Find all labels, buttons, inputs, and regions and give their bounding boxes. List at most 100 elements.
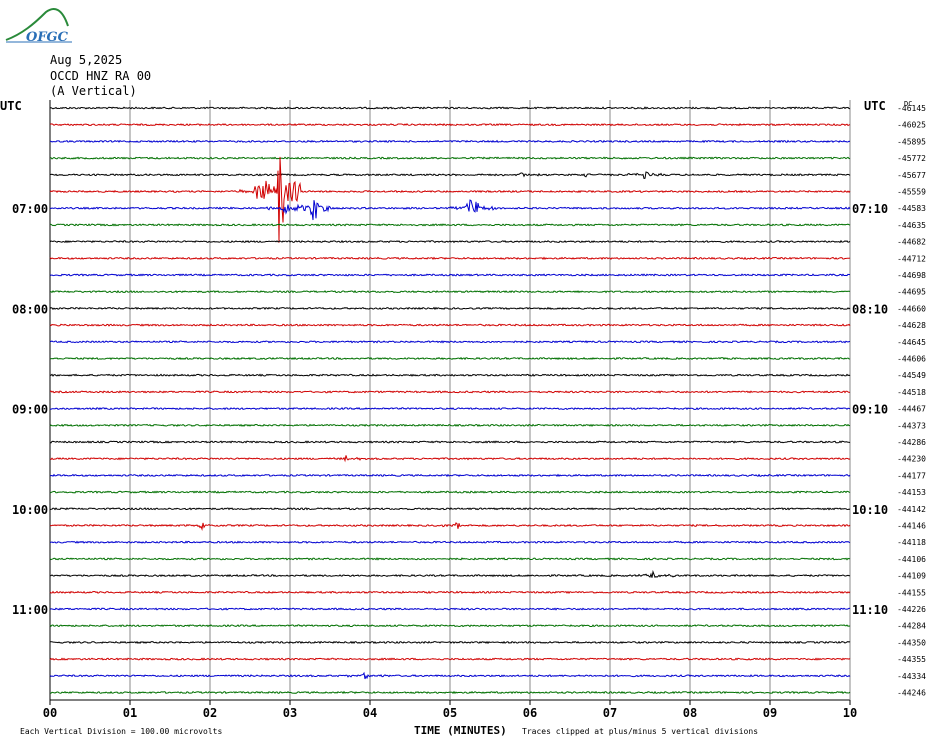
- dc-offset-label: -44355: [897, 655, 926, 664]
- dc-offset-label: -46025: [897, 121, 926, 130]
- dc-offset-label: -44118: [897, 538, 926, 547]
- trace-line: [49, 473, 851, 478]
- x-tick-label: 03: [283, 706, 297, 720]
- x-tick-label: 01: [123, 706, 137, 720]
- dc-offset-label: -44153: [897, 488, 926, 497]
- dc-offset-label: -44549: [897, 371, 926, 380]
- time-label-left: 11:00: [12, 603, 48, 617]
- trace-line: [49, 423, 851, 427]
- trace-line: [49, 671, 851, 680]
- x-tick-label: 07: [603, 706, 617, 720]
- x-tick-label: 08: [683, 706, 697, 720]
- trace-line: [49, 306, 851, 311]
- trace-line: [49, 607, 851, 611]
- trace-line: [50, 407, 851, 411]
- trace-line: [49, 690, 851, 695]
- dc-offset-label: -45559: [897, 188, 926, 197]
- x-tick-label: 09: [763, 706, 777, 720]
- dc-offset-label: -44628: [897, 321, 926, 330]
- dc-offset-label: -44230: [897, 455, 926, 464]
- dc-offset-label: -44226: [897, 605, 926, 614]
- trace-line: [49, 455, 851, 463]
- dc-offset-label: -44606: [897, 355, 926, 364]
- dc-offset-label: -44334: [897, 672, 926, 681]
- utc-left-label: UTC: [0, 99, 22, 113]
- dc-offset-label: -44695: [897, 288, 926, 297]
- time-label-right: 11:10: [852, 603, 888, 617]
- trace-line: [49, 569, 851, 578]
- utc-right-label: UTC: [864, 99, 886, 113]
- dc-offset-label: -44467: [897, 405, 926, 414]
- trace-line: [49, 640, 851, 645]
- trace-line: [49, 139, 851, 144]
- trace-line: [49, 340, 851, 344]
- time-label-right: 10:10: [852, 503, 888, 517]
- dc-offset-label: -44246: [897, 689, 926, 698]
- dc-offset-label: -44645: [897, 338, 926, 347]
- ofgc-logo: OFGC: [4, 4, 74, 46]
- dc-label: DC: [904, 100, 912, 108]
- dc-offset-label: -44109: [897, 572, 926, 581]
- trace-line: [49, 323, 851, 327]
- logo-text: OFGC: [26, 30, 69, 45]
- time-label-left: 08:00: [12, 302, 48, 316]
- trace-line: [49, 624, 851, 628]
- dc-offset-label: -44106: [897, 555, 926, 564]
- dc-offset-label: -44373: [897, 421, 926, 430]
- dc-offset-label: -44350: [897, 638, 926, 647]
- time-label-right: 09:10: [852, 403, 888, 417]
- trace-line: [49, 522, 851, 532]
- logo-mountain-icon: [5, 8, 72, 43]
- time-label-right: 08:10: [852, 302, 888, 316]
- trace-line: [49, 223, 851, 227]
- trace-line: [49, 507, 851, 511]
- chart-grid: [49, 100, 851, 705]
- x-tick-label: 00: [43, 706, 57, 720]
- dc-offset-label: -44155: [897, 588, 926, 597]
- dc-offset-label: -44660: [897, 304, 926, 313]
- trace-line: [49, 289, 851, 294]
- dc-offset-label: -44583: [897, 204, 926, 213]
- dc-offset-label: -44698: [897, 271, 926, 280]
- time-label-left: 10:00: [12, 503, 48, 517]
- trace-line: [49, 239, 851, 244]
- chart-traces: [49, 106, 851, 695]
- dc-offset-label: -44146: [897, 522, 926, 531]
- dc-offset-label: -44177: [897, 471, 926, 480]
- footer-scale-text: Each Vertical Division = 100.00 microvol…: [20, 727, 222, 736]
- time-label-right: 07:10: [852, 202, 888, 216]
- trace-line: [49, 490, 851, 494]
- dc-offset-label: -44712: [897, 254, 926, 263]
- trace-line: [49, 590, 851, 595]
- trace-line: [49, 123, 851, 127]
- x-tick-label: 10: [843, 706, 857, 720]
- x-tick-label: 05: [443, 706, 457, 720]
- header-station: OCCD HNZ RA 00: [50, 69, 152, 83]
- time-label-left: 07:00: [12, 202, 48, 216]
- dc-offset-label: -44682: [897, 238, 926, 247]
- dc-offset-label: -46145: [897, 104, 926, 113]
- trace-line: [49, 356, 851, 361]
- x-axis-title: TIME (MINUTES): [414, 724, 507, 737]
- trace-line: [49, 256, 851, 260]
- trace-line: [50, 156, 851, 160]
- trace-line: [49, 106, 851, 110]
- footer-clip-text: Traces clipped at plus/minus 5 vertical …: [522, 727, 758, 736]
- header-component: (A Vertical): [50, 84, 137, 98]
- dc-offset-label: -44286: [897, 438, 926, 447]
- trace-line: [49, 199, 851, 221]
- dc-offset-label: -44284: [897, 622, 926, 631]
- dc-offset-label: -45772: [897, 154, 926, 163]
- trace-line: [49, 557, 851, 561]
- x-tick-label: 06: [523, 706, 537, 720]
- trace-line: [49, 273, 851, 277]
- trace-line: [49, 171, 851, 179]
- trace-line: [49, 390, 851, 394]
- trace-line: [49, 540, 851, 544]
- x-tick-label: 04: [363, 706, 377, 720]
- dc-offset-label: -44518: [897, 388, 926, 397]
- time-label-left: 09:00: [12, 403, 48, 417]
- header-date: Aug 5,2025: [50, 53, 123, 67]
- dc-offset-label: -45895: [897, 137, 926, 146]
- trace-line: [49, 373, 851, 377]
